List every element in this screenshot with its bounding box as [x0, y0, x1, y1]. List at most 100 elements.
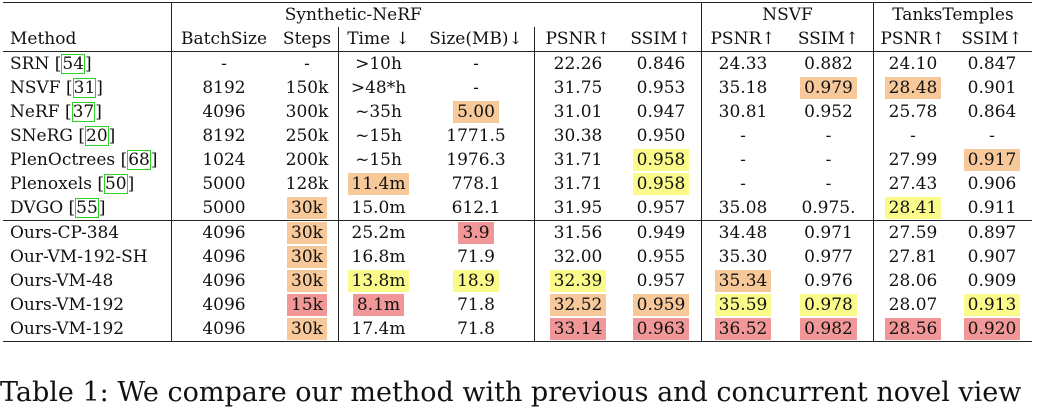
value-cell: 3.9	[418, 220, 535, 245]
value: 32.00	[553, 247, 603, 267]
method-name: SNeRG	[10, 126, 79, 146]
highlighted-value-orange: 30k	[287, 197, 327, 219]
value-cell: -	[276, 52, 339, 77]
value-cell: -	[171, 51, 276, 76]
value-cell: 0.963	[621, 317, 702, 342]
value-cell: 36.52	[701, 317, 784, 342]
column-header-ssim-tanks: SSIM↑	[952, 27, 1032, 52]
method-name: NSVF	[10, 78, 66, 98]
value: 4096	[202, 295, 246, 315]
group-header-synthetic-nerf-tail	[534, 2, 702, 27]
citation-link[interactable]: 31	[72, 78, 97, 98]
method-cell: Plenoxels [50]	[3, 172, 172, 196]
value-cell: 300k	[276, 100, 339, 124]
value-cell: 11.4m	[338, 172, 418, 196]
value: -	[910, 126, 916, 146]
value-cell: 200k	[276, 148, 339, 172]
value-cell: 250k	[276, 124, 339, 148]
citation: [37]	[64, 102, 102, 122]
value-cell: 0.953	[621, 76, 702, 100]
table-row: SRN [54] - - >10h - 22.26 0.846 24.33 0.882 24.10…	[3, 51, 1032, 77]
value: 250k	[285, 126, 329, 146]
value-cell: 30k	[276, 220, 339, 245]
value: 128k	[285, 174, 329, 194]
value-cell: 4096	[171, 100, 276, 124]
table-row: SNeRG [20] 8192 250k ~15h 1771.5 30.38 0.950 - -…	[3, 124, 1032, 148]
value-cell: -	[418, 52, 535, 77]
method-cell: NSVF [31]	[3, 76, 172, 100]
citation-link[interactable]: 55	[75, 198, 99, 218]
value: 34.48	[718, 223, 768, 243]
value-cell: 5000	[171, 172, 276, 196]
value: -	[473, 78, 479, 98]
citation-link[interactable]: 54	[61, 54, 86, 74]
value: 30.38	[553, 126, 603, 146]
table-row: NSVF [31] 8192 150k >48*h - 31.75 0.953 35.18 0.…	[3, 76, 1032, 100]
value-cell: 0.909	[952, 269, 1032, 293]
column-header-ssim-synthetic: SSIM↑	[621, 27, 702, 52]
value-cell: 28.07	[873, 293, 952, 317]
value: 0.897	[967, 223, 1017, 243]
value: >10h	[355, 54, 402, 74]
highlighted-value-orange: 30k	[287, 222, 327, 244]
value-cell: 30k	[276, 269, 339, 293]
value: 0.907	[967, 247, 1017, 267]
value: -	[740, 150, 746, 170]
value: 25.2m	[351, 223, 406, 243]
highlighted-value-red: 33.14	[549, 318, 607, 340]
highlighted-value-orange: 28.48	[884, 77, 942, 99]
group-header-nsvf: NSVF	[701, 2, 874, 27]
value: -	[989, 126, 995, 146]
value-cell: 128k	[276, 172, 339, 196]
value: 0.882	[804, 54, 853, 74]
value: 0.955	[636, 247, 686, 267]
value: 5000	[202, 174, 246, 194]
value-cell: 0.846	[621, 52, 702, 77]
value-cell: 71.9	[418, 245, 535, 269]
highlighted-value-orange: 11.4m	[347, 173, 410, 195]
value-cell: 28.06	[873, 269, 952, 293]
value-cell: 28.56	[873, 317, 952, 342]
value: 0.977	[804, 247, 853, 267]
value-cell: 17.4m	[338, 317, 418, 342]
value: 28.07	[888, 295, 938, 315]
value-cell: 0.958	[621, 172, 702, 196]
method-header-blank	[3, 2, 172, 27]
value: 150k	[285, 78, 329, 98]
value-cell: 27.59	[873, 220, 952, 245]
value-cell: 150k	[276, 76, 339, 100]
value: 31.75	[553, 78, 603, 98]
value-cell: 0.952	[784, 100, 874, 124]
value-cell: 0.977	[784, 245, 874, 269]
method-name: Ours-VM-48	[10, 271, 114, 291]
value: 31.56	[553, 223, 603, 243]
citation-link[interactable]: 50	[103, 174, 128, 194]
value: 0.909	[967, 271, 1017, 291]
value-cell: -	[784, 172, 874, 196]
table-row: Our-VM-192-SH 4096 30k 16.8m 71.9 32.00 0.955 3…	[3, 245, 1032, 269]
citation-link[interactable]: 68	[127, 150, 151, 170]
value-cell: 31.56	[534, 220, 621, 245]
value: 24.33	[718, 54, 768, 74]
column-header-time: Time ↓	[338, 27, 418, 52]
value-cell: 31.75	[534, 76, 621, 100]
value-cell: 0.920	[952, 317, 1032, 342]
value-cell: 30k	[276, 196, 339, 221]
citation-link[interactable]: 37	[71, 102, 96, 122]
value: 27.99	[888, 150, 938, 170]
value-cell: 778.1	[418, 172, 535, 196]
value-cell: 0.949	[621, 220, 702, 245]
value-cell: 0.958	[621, 148, 702, 172]
table-row: PlenOctrees [68] 1024 200k ~15h 1976.3 31.71 0…	[3, 148, 1032, 172]
citation-link[interactable]: 20	[85, 126, 109, 146]
method-name: Plenoxels	[10, 174, 98, 194]
value-cell: 8192	[171, 76, 276, 100]
value-cell: 28.41	[873, 196, 952, 221]
value-cell: 5000	[171, 196, 276, 221]
value: 612.1	[451, 198, 501, 218]
group-header-tankstemples: TanksTemples	[873, 2, 1032, 27]
value: 0.864	[967, 102, 1017, 122]
method-name: DVGO	[10, 198, 69, 218]
value: 71.8	[457, 319, 495, 339]
value-cell: 22.26	[534, 51, 621, 76]
